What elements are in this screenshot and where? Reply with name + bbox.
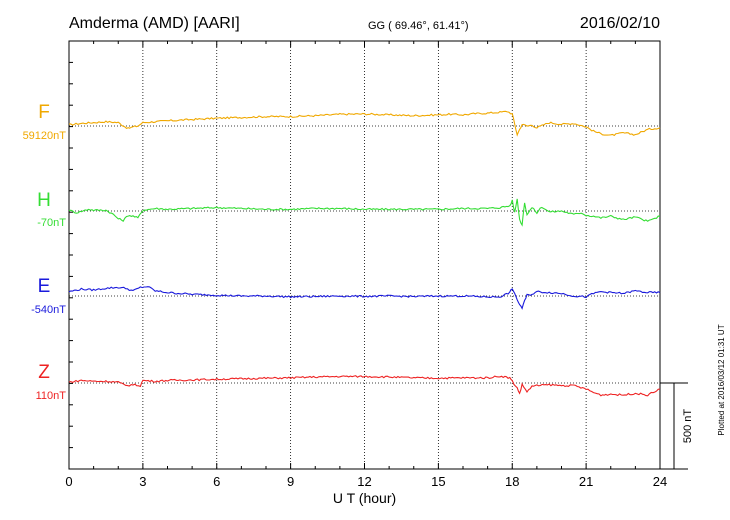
x-tick-label: 21 [579,474,593,489]
series-name-e: E [38,276,51,297]
scale-bar: 500 nT [660,382,694,470]
series-name-z: Z [38,362,50,383]
x-tick-label: 18 [505,474,519,489]
plotted-at-note: Plotted at 2016/03/12 01:31 UT [717,324,726,435]
series-line-h [68,198,661,227]
date-label: 2016/02/10 [580,15,660,32]
x-axis: 0 3 6 9 12 15 18 21 24 [65,40,667,489]
series-name-h: H [37,190,51,211]
x-tick-label: 3 [139,474,146,489]
x-tick-label: 15 [431,474,445,489]
x-tick-label: 6 [213,474,220,489]
series-baseline-z: 110nT [36,390,67,402]
station-title: Amderma (AMD) [AARI] [69,15,240,32]
series-line-e [68,286,661,310]
series-line-z [68,375,661,397]
series-name-f: F [38,102,50,123]
x-tick-label: 0 [65,474,72,489]
series-labels: F 59120nT H -70nT E -540nT Z 110nT [23,102,67,402]
x-tick-label: 12 [357,474,371,489]
grid-layer [69,41,660,469]
x-axis-title: U T (hour) [333,490,396,506]
series-baseline-h: -70nT [37,217,66,229]
x-tick-label: 9 [287,474,294,489]
scale-bar-label: 500 nT [682,409,694,444]
series-layer [68,110,661,397]
series-line-f [68,110,661,137]
series-baseline-f: 59120nT [23,130,67,142]
x-tick-label: 24 [653,474,667,489]
series-baseline-e: -540nT [31,304,66,316]
coords-label: GG ( 69.46°, 61.41°) [368,20,469,32]
